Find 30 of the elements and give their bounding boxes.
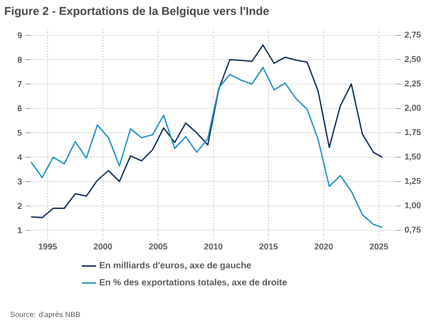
x-tick-label: 2005 bbox=[148, 244, 168, 250]
legend-label: En milliards d'euros, axe de gauche bbox=[100, 262, 252, 270]
y2-tick-label: 2,00 bbox=[404, 104, 421, 112]
y-tick-label: 5 bbox=[18, 130, 22, 136]
y2-tick-label: 1,00 bbox=[405, 202, 421, 210]
y-tick-label: 6 bbox=[18, 105, 22, 112]
y2-tick-label: 1,75 bbox=[405, 129, 421, 136]
y2-tick-label: 0,75 bbox=[404, 226, 421, 234]
y-tick-label: 4 bbox=[17, 154, 22, 160]
y-tick-label: 8 bbox=[18, 56, 22, 63]
y-tick-label: 3 bbox=[18, 178, 22, 185]
x-tick-label: 2020 bbox=[314, 244, 333, 250]
line-series bbox=[30, 66, 383, 228]
y2-tick-label: 1,50 bbox=[405, 154, 421, 161]
y2-tick-label: 2,75 bbox=[404, 32, 421, 39]
legend-label: En % des exportations totales, axe de droite bbox=[100, 278, 287, 288]
x-tick-label: 1995 bbox=[38, 244, 57, 250]
y-tick-label: 1 bbox=[18, 227, 22, 234]
x-tick-label: 2000 bbox=[94, 244, 112, 250]
x-tick-label: 2025 bbox=[370, 244, 388, 250]
y2-tick-label: 2,50 bbox=[404, 56, 421, 64]
y-tick-label: 9 bbox=[18, 32, 22, 38]
y-tick-label: 2 bbox=[18, 202, 22, 209]
x-tick-label: 2015 bbox=[259, 244, 278, 250]
y2-tick-label: 2,25 bbox=[404, 80, 421, 88]
y-tick-label: 7 bbox=[18, 81, 22, 87]
x-tick-label: 2010 bbox=[204, 244, 222, 250]
chart-title: Figure 2 - Exportations de la Belgique vers l'Inde bbox=[4, 6, 269, 18]
line-series bbox=[30, 44, 383, 218]
y2-tick-label: 1,25 bbox=[405, 178, 421, 186]
